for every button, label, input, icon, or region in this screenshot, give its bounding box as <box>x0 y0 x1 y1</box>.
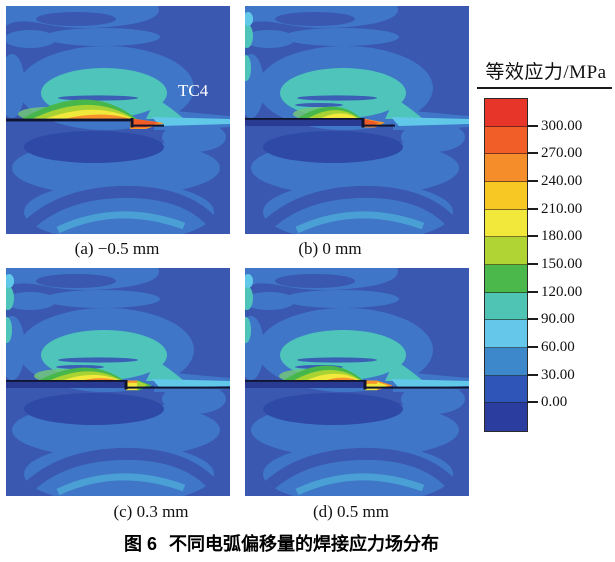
caption-title: 不同电弧偏移量的焊接应力场分布 <box>169 534 439 554</box>
colorbar-block <box>485 403 527 431</box>
panel-label-c: (c) 0.3 mm <box>113 502 189 521</box>
weld-seam-line <box>6 118 164 128</box>
colorbar-tick <box>527 152 538 155</box>
colorbar-block <box>485 320 527 348</box>
colorbar-block <box>485 209 527 238</box>
colorbar-block <box>485 99 527 127</box>
colorbar-tick-label: 0.00 <box>541 394 568 411</box>
stress-legend: 等效应力/MPa 300.00 270.00 240.00 210.00 180.00 1… <box>477 55 615 455</box>
stress-contour-svg-d <box>245 268 469 496</box>
colorbar-tick <box>527 207 538 210</box>
colorbar-block <box>485 347 527 376</box>
legend-underline <box>477 87 612 89</box>
colorbar-tick <box>527 401 538 404</box>
colorbar-tick-label: 300.00 <box>541 117 583 134</box>
legend-colorbar <box>484 98 528 432</box>
colorbar-block <box>485 375 527 404</box>
colorbar-tick <box>527 124 538 127</box>
colorbar-block <box>485 292 527 321</box>
stress-panel-a: TC4 <box>6 6 230 234</box>
colorbar-tick-label: 240.00 <box>541 173 583 189</box>
stress-contour-svg-a: TC4 <box>6 6 230 234</box>
colorbar-tick <box>527 373 538 376</box>
panel-label-b: (b) 0 mm <box>298 239 362 258</box>
colorbar-block <box>485 126 527 155</box>
colorbar-tick <box>527 235 538 238</box>
colorbar-tick <box>527 346 538 348</box>
panel-label-a: (a) −0.5 mm <box>74 239 160 258</box>
stress-contour-svg-b <box>245 6 469 234</box>
colorbar-tick-label: 210.00 <box>541 200 583 217</box>
colorbar-tick-label: 270.00 <box>541 145 583 162</box>
colorbar-tick <box>527 290 538 293</box>
stress-panel-b <box>245 6 469 234</box>
caption-index: 图 6 <box>123 534 157 554</box>
panel-label-d: (d) 0.5 mm <box>312 502 390 521</box>
colorbar-tick-label: 30.00 <box>541 366 575 383</box>
colorbar-tick-label: 90.00 <box>541 311 575 328</box>
figure-caption: 图 6 不同电弧偏移量的焊接应力场分布 <box>0 530 563 556</box>
tc4-annotation: TC4 <box>178 81 209 100</box>
colorbar-tick-label: 180.00 <box>541 228 583 245</box>
colorbar-tick-label: 60.00 <box>541 339 575 355</box>
legend-title: 等效应力/MPa <box>485 62 607 83</box>
colorbar-block <box>485 237 527 265</box>
stress-panel-d <box>245 268 469 496</box>
stress-panel-c <box>6 268 230 496</box>
weld-seam-line <box>6 380 230 390</box>
stress-contour-svg-c <box>6 268 230 496</box>
colorbar-block <box>485 181 527 210</box>
weld-seam-line <box>245 118 395 128</box>
colorbar-tick <box>527 318 538 321</box>
colorbar-tick <box>527 263 538 265</box>
colorbar-tick-label: 150.00 <box>541 256 583 272</box>
colorbar-tick-label: 120.00 <box>541 283 583 300</box>
weld-seam-line <box>245 380 469 390</box>
colorbar-tick <box>527 180 538 182</box>
colorbar-block <box>485 264 527 293</box>
colorbar-block <box>485 154 527 182</box>
